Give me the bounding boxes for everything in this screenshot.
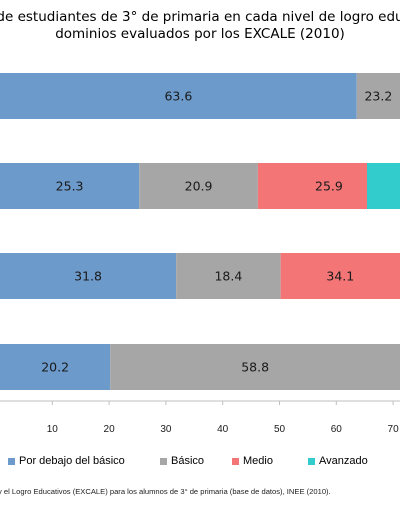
legend-swatch-medio [232, 457, 239, 465]
legend-label-por-debajo: Por debajo del básico [19, 455, 125, 467]
bar-row3-series1[interactable] [0, 253, 177, 299]
legend-label-medio: Medio [243, 455, 273, 467]
x-tick-label-60: 60 [331, 424, 343, 435]
legend-item-medio[interactable]: Medio [232, 455, 273, 467]
data-label-row3-series3: 34.1 [326, 269, 354, 284]
bar-row2-series1[interactable] [0, 163, 140, 209]
data-label-row1-series1: 63.6 [164, 89, 192, 104]
data-label-row3-series1: 31.8 [74, 269, 102, 284]
bar-row1-series1[interactable] [0, 73, 357, 119]
x-tick-label-50: 50 [274, 424, 286, 435]
chart-title-line2: dominios evaluados por los EXCALE (2010) [55, 26, 345, 42]
legend-item-avanzado[interactable]: Avanzado [308, 455, 368, 467]
source-note: y el Logro Educativos (EXCALE) para los … [0, 487, 331, 496]
x-tick-label-20: 20 [104, 424, 116, 435]
bar-row2-series4 [367, 163, 400, 209]
legend-label-basico: Básico [171, 455, 205, 467]
bar-row2-series2[interactable] [139, 163, 258, 209]
bar-row4-series1[interactable] [0, 344, 111, 390]
bar-row3-series3[interactable] [280, 253, 400, 299]
legend: Por debajo del básico Básico Medio Avanz… [0, 455, 400, 471]
x-tick-label-30: 30 [160, 424, 172, 435]
data-label-row2-series1: 25.3 [56, 179, 84, 194]
legend-label-avanzado: Avanzado [319, 455, 368, 467]
data-label-row2-series3: 25.9 [315, 179, 343, 194]
data-label-row2-series2: 20.9 [185, 179, 213, 194]
legend-item-por-debajo[interactable]: Por debajo del básico [8, 455, 125, 467]
bar-row1-series2[interactable] [356, 73, 400, 119]
x-tick-label-10: 10 [47, 424, 59, 435]
data-label-row3-series2: 18.4 [214, 269, 242, 284]
data-label-row4-series2: 58.8 [241, 360, 269, 375]
data-label-row4-series1: 20.2 [41, 360, 69, 375]
chart-title-line1: de estudiantes de 3° de primaria en cada… [0, 9, 400, 25]
legend-item-basico[interactable]: Básico [160, 455, 204, 467]
data-label-row1-series2: 23.2 [364, 89, 392, 104]
legend-swatch-por-debajo [8, 457, 15, 465]
x-tick-label-40: 40 [217, 424, 229, 435]
x-tick-label-70: 70 [388, 424, 400, 435]
legend-swatch-avanzado [308, 457, 315, 465]
bar-row4-series2[interactable] [110, 344, 400, 390]
bar-row3-series2[interactable] [176, 253, 281, 299]
legend-swatch-basico [160, 457, 167, 465]
